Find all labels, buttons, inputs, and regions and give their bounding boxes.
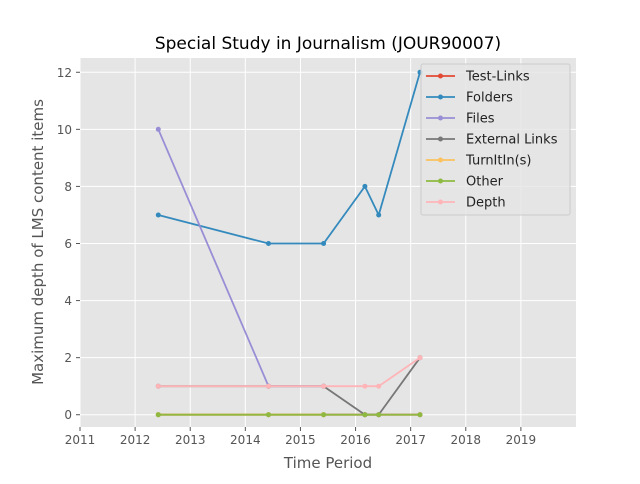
legend-label: Other (466, 175, 504, 190)
data-point-depth (266, 383, 271, 389)
legend-label: Folders (466, 91, 513, 106)
legend-entry-external-links: External Links (426, 133, 558, 148)
x-tick-label: 2012 (120, 433, 151, 447)
data-point-other (155, 412, 161, 418)
legend-label: TurnItIn(s) (465, 154, 531, 169)
y-tick-label: 12 (57, 66, 72, 80)
series-line-folders (158, 72, 421, 245)
legend-marker (438, 115, 443, 121)
series-depth (155, 355, 423, 389)
data-point-folders (266, 241, 271, 246)
legend-label: External Links (466, 133, 558, 148)
data-point-other (362, 412, 368, 418)
y-tick-label: 8 (64, 180, 72, 194)
legend-marker (438, 73, 443, 79)
y-tick-label: 6 (64, 237, 72, 251)
data-point-depth (376, 383, 382, 389)
chart-title: Special Study in Journalism (JOUR90007) (155, 34, 501, 54)
data-point-depth (321, 383, 327, 389)
data-point-other (376, 412, 382, 418)
series-line-depth (158, 356, 421, 388)
data-point-folders (376, 212, 382, 218)
x-tick-label: 2016 (340, 433, 371, 447)
data-point-depth (362, 383, 368, 389)
y-tick-label: 0 (64, 408, 72, 422)
x-tick-label: 2018 (451, 433, 482, 447)
data-point-depth (417, 355, 423, 361)
legend-marker (438, 157, 443, 163)
legend-label: Test-Links (465, 70, 530, 85)
legend-box (420, 63, 571, 216)
data-point-other (266, 412, 271, 418)
legend-entry-test-links: Test-Links (426, 70, 530, 85)
x-tick-label: 2011 (65, 433, 96, 447)
x-tick-label: 2014 (230, 433, 261, 447)
x-tick-label: 2017 (395, 433, 426, 447)
data-point-depth (155, 383, 161, 389)
series-other (155, 412, 423, 418)
y-axis-label: Maximum depth of LMS content items (29, 99, 47, 385)
legend-marker (438, 136, 443, 142)
x-tick-label: 2013 (175, 433, 206, 447)
series-layer (155, 69, 423, 418)
data-point-folders (362, 183, 368, 189)
legend-entry-other: Other (426, 175, 504, 190)
data-point-folders (321, 241, 327, 246)
data-point-files (155, 126, 161, 132)
data-point-other (321, 412, 327, 418)
data-point-other (417, 412, 423, 418)
legend-entry-turnitin-s: TurnItIn(s) (426, 154, 531, 169)
legend-entry-depth: Depth (426, 196, 506, 211)
x-tick-label: 2019 (506, 433, 537, 447)
legend-entry-files: Files (426, 112, 495, 127)
x-tick-label: 2015 (285, 433, 316, 447)
legend-marker (438, 178, 443, 184)
legend: Test-Links Folders Files External Links Turn… (420, 63, 571, 216)
legend-entry-folders: Folders (426, 91, 513, 106)
y-tick-label: 10 (57, 123, 72, 137)
legend-marker (438, 94, 443, 100)
data-point-folders (155, 212, 161, 218)
x-axis-ticks: 2011 2012 2013 2014 2015 2016 2017 2018 2019 (65, 427, 536, 447)
y-axis-ticks: 0 2 4 6 8 10 12 (57, 66, 80, 422)
y-tick-label: 4 (64, 294, 72, 308)
legend-label: Depth (466, 196, 506, 211)
y-tick-label: 2 (64, 351, 72, 365)
x-axis-label: Time Period (283, 454, 372, 472)
legend-marker (438, 199, 443, 205)
legend-label: Files (466, 112, 495, 127)
